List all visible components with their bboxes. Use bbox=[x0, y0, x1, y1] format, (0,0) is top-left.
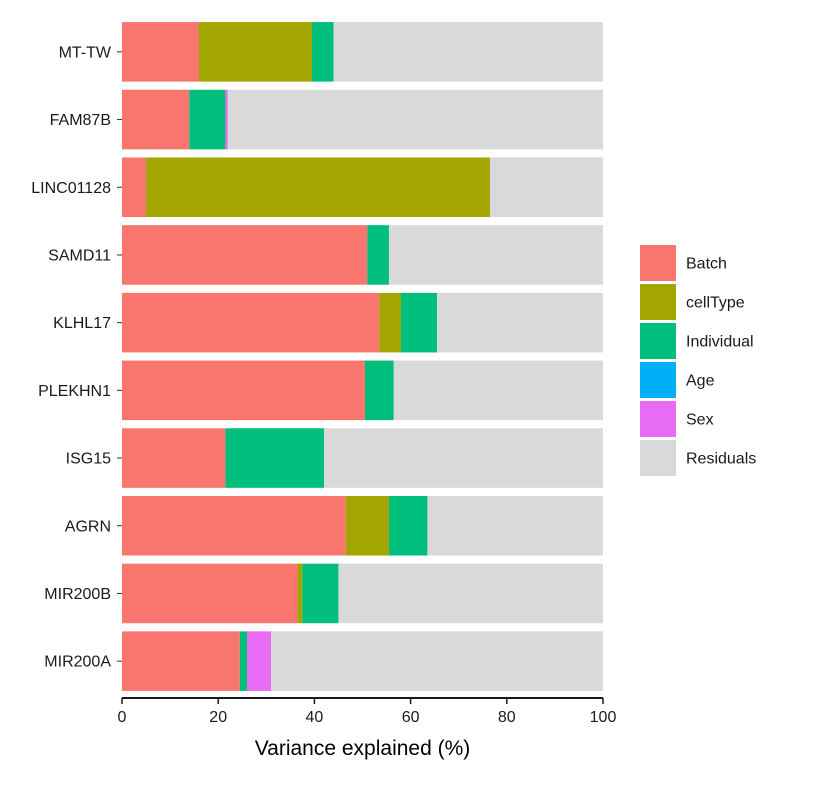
bar-mir200b-residuals bbox=[338, 563, 603, 624]
category-label-agrn: AGRN bbox=[65, 518, 111, 535]
bar-mir200a-individual bbox=[239, 631, 248, 691]
legend-key-batch bbox=[640, 245, 676, 281]
x-axis-title: Variance explained (%) bbox=[255, 737, 471, 760]
x-axis: 0 20 40 60 80 100 bbox=[118, 697, 617, 726]
bar-isg15-residuals bbox=[324, 428, 603, 488]
bar-samd11-residuals bbox=[388, 225, 603, 285]
bar-samd11-individual bbox=[367, 225, 389, 285]
legend-key-sex bbox=[640, 401, 676, 437]
x-tick-label-60: 60 bbox=[402, 709, 420, 726]
bar-mir200b-individual bbox=[302, 563, 339, 624]
legend-key-individual bbox=[640, 323, 676, 359]
bar-agrn-individual bbox=[388, 495, 428, 556]
bar-fam87b-residuals bbox=[227, 89, 603, 150]
bar-isg15-batch bbox=[122, 428, 226, 488]
bar-linc01128-celltype bbox=[146, 157, 490, 218]
category-labels: MT-TW FAM87B LINC01128 SAMD11 KLHL17 PLEKHN1 I… bbox=[31, 44, 122, 671]
category-label-isg15: ISG15 bbox=[66, 451, 111, 468]
category-label-fam87b: FAM87B bbox=[50, 112, 111, 129]
x-tick-label-20: 20 bbox=[209, 709, 227, 726]
bar-mir200b-celltype bbox=[297, 563, 303, 624]
legend-key-celltype bbox=[640, 284, 676, 320]
bar-linc01128-batch bbox=[122, 157, 147, 218]
category-label-mt-tw: MT-TW bbox=[59, 44, 112, 61]
x-tick-label-0: 0 bbox=[118, 709, 127, 726]
legend: Batch cellType Individual Age Sex Residuals bbox=[640, 245, 756, 476]
x-tick-label-100: 100 bbox=[590, 709, 617, 726]
bars-layer bbox=[122, 22, 603, 691]
bar-mir200a-batch bbox=[122, 631, 240, 691]
bar-samd11-batch bbox=[122, 225, 368, 285]
category-label-mir200a: MIR200A bbox=[44, 654, 111, 671]
bar-linc01128-residuals bbox=[489, 157, 603, 218]
category-label-linc01128: LINC01128 bbox=[31, 180, 111, 197]
bar-mt-tw-individual bbox=[311, 22, 334, 82]
legend-label-celltype: cellType bbox=[686, 295, 745, 312]
category-label-plekhn1: PLEKHN1 bbox=[38, 383, 111, 400]
bar-mir200a-residuals bbox=[271, 631, 603, 691]
legend-key-residuals bbox=[640, 440, 676, 476]
bar-fam87b-batch bbox=[122, 89, 190, 150]
x-tick-label-40: 40 bbox=[306, 709, 324, 726]
legend-label-individual: Individual bbox=[686, 334, 754, 351]
bar-fam87b-sex bbox=[225, 89, 228, 150]
legend-label-batch: Batch bbox=[686, 256, 727, 273]
bar-fam87b-individual bbox=[189, 89, 226, 150]
bar-klhl17-residuals bbox=[437, 292, 603, 353]
bar-mir200a-sex bbox=[247, 631, 272, 691]
bar-plekhn1-batch bbox=[122, 360, 365, 421]
bar-klhl17-individual bbox=[400, 292, 438, 353]
category-label-samd11: SAMD11 bbox=[48, 247, 111, 264]
bar-klhl17-batch bbox=[122, 292, 380, 353]
bar-agrn-celltype bbox=[345, 495, 389, 556]
legend-key-age bbox=[640, 362, 676, 398]
category-label-mir200b: MIR200B bbox=[44, 586, 111, 603]
bar-klhl17-celltype bbox=[379, 292, 401, 353]
bar-mt-tw-celltype bbox=[198, 22, 312, 82]
category-label-klhl17: KLHL17 bbox=[53, 315, 111, 332]
bar-isg15-individual bbox=[225, 428, 325, 488]
bar-plekhn1-residuals bbox=[393, 360, 603, 421]
bar-mt-tw-batch bbox=[122, 22, 199, 82]
x-tick-label-80: 80 bbox=[498, 709, 516, 726]
legend-label-sex: Sex bbox=[686, 412, 714, 429]
bar-agrn-batch bbox=[122, 495, 346, 556]
bar-plekhn1-individual bbox=[364, 360, 394, 421]
legend-label-age: Age bbox=[686, 373, 715, 390]
bar-agrn-residuals bbox=[427, 495, 603, 556]
bar-mir200b-batch bbox=[122, 563, 298, 624]
legend-label-residuals: Residuals bbox=[686, 451, 756, 468]
bar-mt-tw-residuals bbox=[333, 22, 603, 82]
